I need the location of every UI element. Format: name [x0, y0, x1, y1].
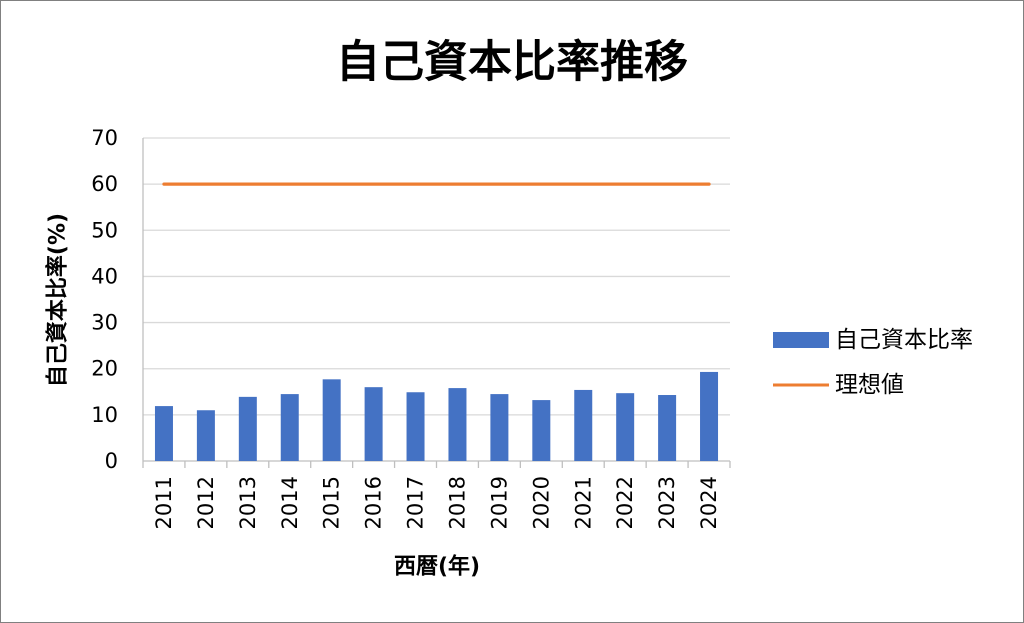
x-tick-label-2018: 2018	[445, 476, 469, 529]
bar-2024	[700, 371, 719, 461]
bar-2017	[406, 392, 425, 461]
legend-item-line: 理想値	[773, 372, 904, 398]
bar-2014	[280, 394, 299, 461]
legend: 自己資本比率 理想値	[773, 327, 973, 398]
x-tick-label-2019: 2019	[487, 476, 511, 529]
bar-2015	[322, 379, 341, 461]
y-tick-label-50: 50	[91, 218, 118, 242]
x-tick-label-2013: 2013	[236, 476, 260, 529]
chart-title: 自己資本比率推移	[336, 37, 688, 88]
x-tick-label-2016: 2016	[362, 476, 386, 529]
bar-2013	[238, 396, 257, 461]
bar-2021	[574, 389, 593, 461]
y-tick-labels: 0 10 20 30 40 50 60 70	[91, 126, 118, 473]
y-tick-label-10: 10	[91, 403, 118, 427]
x-tick-label-2021: 2021	[571, 476, 595, 529]
bar-2011	[154, 406, 173, 461]
y-tick-label-0: 0	[105, 449, 118, 473]
x-tick-label-2015: 2015	[320, 476, 344, 529]
bar-2020	[532, 400, 551, 461]
x-tick-label-2022: 2022	[613, 476, 637, 529]
bar-2016	[364, 387, 383, 461]
x-tick-labels: 2011 2012 2013 2014 2015 2016 2017 2018 2019 2020…	[152, 476, 721, 529]
y-axis-title: 自己資本比率(%)	[45, 213, 71, 387]
x-tick-label-2014: 2014	[278, 476, 302, 529]
x-axis-title: 西暦(年)	[394, 554, 480, 580]
legend-item-bar: 自己資本比率	[773, 327, 973, 353]
x-tick-label-2020: 2020	[529, 476, 553, 529]
bar-2022	[616, 393, 635, 461]
x-tick-label-2023: 2023	[655, 476, 679, 529]
y-tick-label-20: 20	[91, 357, 118, 381]
x-tick-label-2024: 2024	[697, 476, 721, 529]
legend-label-bar: 自己資本比率	[835, 327, 973, 353]
bar-series	[154, 371, 719, 461]
legend-label-line: 理想値	[835, 372, 904, 398]
bar-2012	[196, 410, 215, 461]
y-tick-label-30: 30	[91, 311, 118, 335]
y-tick-label-60: 60	[91, 172, 118, 196]
bar-2019	[490, 394, 509, 461]
y-tick-label-40: 40	[91, 264, 118, 288]
legend-swatch-bar	[773, 332, 829, 348]
x-tick-label-2012: 2012	[194, 476, 218, 529]
bar-2023	[658, 395, 677, 461]
bar-2018	[448, 388, 467, 461]
x-tick-label-2011: 2011	[152, 476, 176, 529]
x-tick-label-2017: 2017	[404, 476, 428, 529]
y-tick-label-70: 70	[91, 126, 118, 150]
